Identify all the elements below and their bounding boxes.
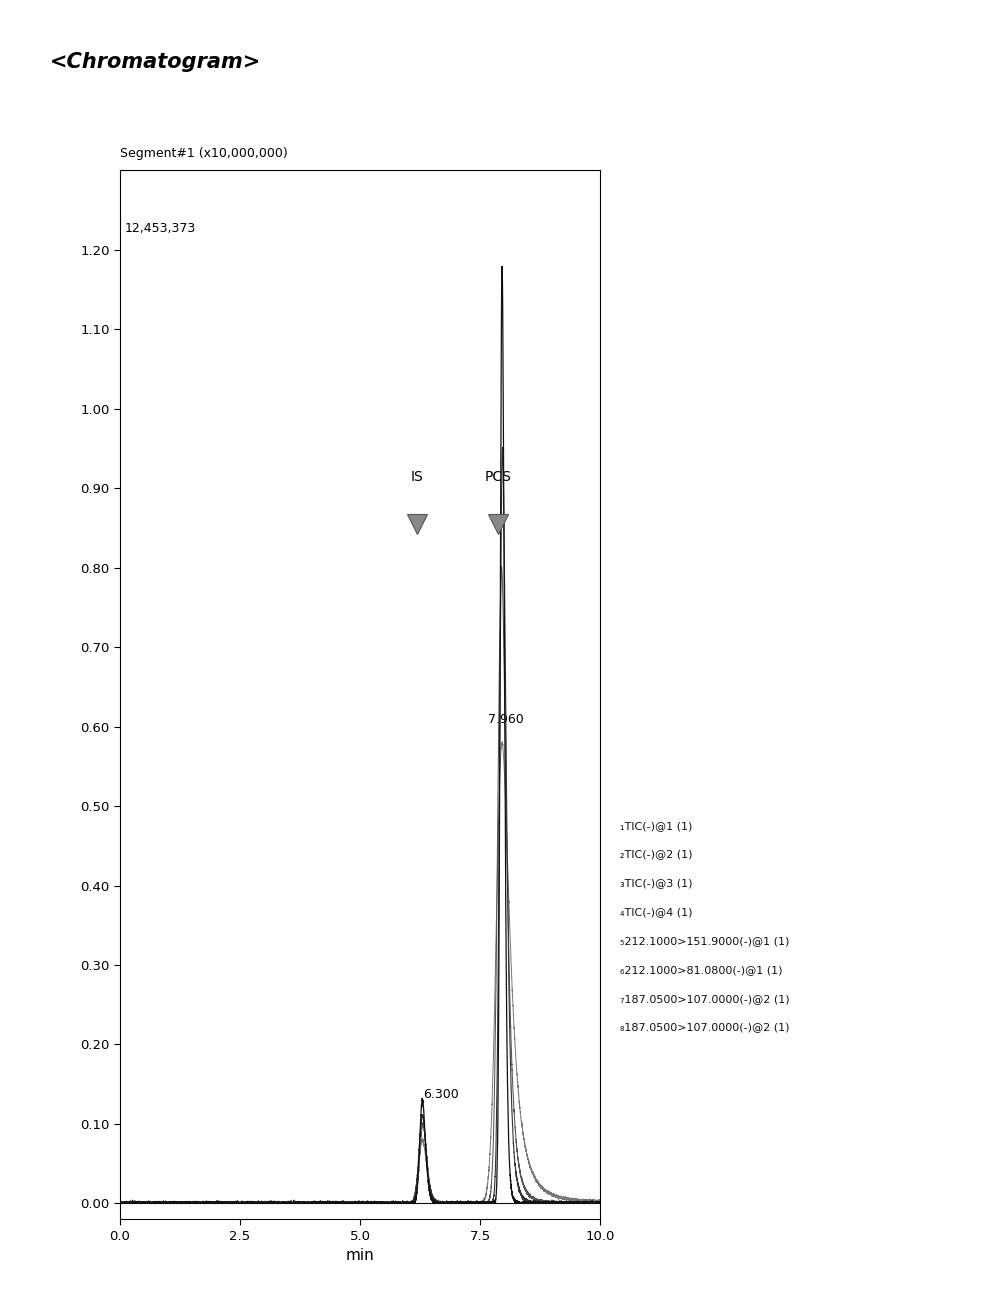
Text: ₄TIC(-)@4 (1): ₄TIC(-)@4 (1) bbox=[620, 907, 692, 918]
Text: 6.300: 6.300 bbox=[423, 1088, 459, 1101]
Text: ₂TIC(-)@2 (1): ₂TIC(-)@2 (1) bbox=[620, 850, 692, 860]
Text: ₈187.0500>107.0000(-)@2 (1): ₈187.0500>107.0000(-)@2 (1) bbox=[620, 1023, 790, 1033]
Text: ₃TIC(-)@3 (1): ₃TIC(-)@3 (1) bbox=[620, 878, 692, 889]
Text: ₇187.0500>107.0000(-)@2 (1): ₇187.0500>107.0000(-)@2 (1) bbox=[620, 994, 790, 1004]
X-axis label: min: min bbox=[346, 1248, 374, 1264]
Text: Segment#1 (x10,000,000): Segment#1 (x10,000,000) bbox=[120, 147, 288, 160]
Text: 12,453,373: 12,453,373 bbox=[125, 222, 196, 235]
Text: ₆212.1000>81.0800(-)@1 (1): ₆212.1000>81.0800(-)@1 (1) bbox=[620, 965, 782, 975]
Text: ₁TIC(-)@1 (1): ₁TIC(-)@1 (1) bbox=[620, 821, 692, 831]
Text: <Chromatogram>: <Chromatogram> bbox=[50, 52, 261, 72]
Text: 7.960: 7.960 bbox=[488, 713, 523, 726]
Text: PCS: PCS bbox=[485, 471, 512, 484]
Text: IS: IS bbox=[410, 471, 423, 484]
Text: ₅212.1000>151.9000(-)@1 (1): ₅212.1000>151.9000(-)@1 (1) bbox=[620, 936, 789, 947]
